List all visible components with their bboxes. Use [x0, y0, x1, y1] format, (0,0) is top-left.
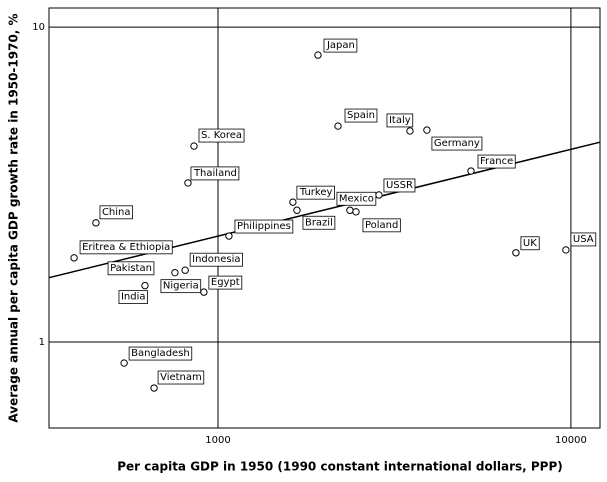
point-label: France: [480, 156, 513, 167]
point: [346, 206, 354, 214]
point: [171, 268, 179, 277]
label-box: [118, 290, 148, 305]
point: [150, 384, 158, 392]
point: [200, 288, 208, 296]
label-box: [323, 38, 358, 53]
label-box: [362, 218, 401, 233]
point: [225, 232, 233, 240]
x-axis-title: Per capita GDP in 1950 (1990 constant in…: [117, 460, 562, 474]
label-box: [344, 108, 378, 123]
label-box: [570, 232, 597, 247]
point-label: Bangladesh: [131, 348, 190, 359]
point-label: USA: [573, 234, 594, 245]
point-label: Japan: [326, 40, 355, 51]
point: [120, 359, 128, 367]
point: [141, 281, 149, 290]
label-box: [208, 275, 243, 290]
point-label: Spain: [347, 110, 375, 121]
point-label: Indonesia: [192, 254, 240, 265]
x-tick-label: 10000: [555, 435, 587, 446]
point: [352, 208, 360, 216]
point: [467, 167, 475, 175]
y-tick-label: 1: [39, 337, 45, 348]
label-box: [386, 113, 414, 128]
point-label: India: [121, 292, 146, 303]
point-label: Italy: [389, 115, 411, 126]
point-label: Turkey: [299, 187, 333, 198]
label-box: [79, 240, 173, 255]
point-label: S. Korea: [201, 130, 242, 141]
point-label: Philippines: [237, 221, 291, 232]
point: [375, 191, 383, 199]
x-tick-label: 1000: [205, 435, 230, 446]
label-box: [157, 370, 205, 385]
label-box: [198, 128, 245, 143]
point: [181, 266, 189, 274]
point: [562, 246, 570, 254]
point-label: Nigeria: [163, 281, 199, 292]
point: [512, 249, 520, 257]
label-box: [99, 205, 133, 220]
point-label: USSR: [386, 180, 413, 191]
point-label: Egypt: [211, 277, 240, 288]
point-label: Poland: [365, 220, 398, 231]
point-label: Thailand: [193, 168, 237, 179]
y-tick-label: 10: [32, 22, 45, 33]
point-label: Mexico: [339, 193, 374, 204]
point: [70, 254, 78, 262]
point-label: Eritrea & Ethiopia: [82, 242, 170, 253]
label-box: [160, 279, 202, 294]
label-box: [296, 185, 335, 200]
label-box: [520, 236, 540, 251]
label-box: [234, 219, 294, 234]
point-label: UK: [523, 238, 537, 249]
y-axis-title: Average annual per capita GDP growth rat…: [7, 13, 21, 422]
point: [334, 122, 342, 130]
point-label: Brazil: [305, 217, 333, 228]
label-box: [336, 191, 377, 206]
point: [184, 179, 192, 187]
label-box: [383, 178, 416, 193]
point: [92, 219, 100, 227]
label-box: [477, 154, 516, 169]
point: [293, 206, 301, 214]
point: [314, 51, 322, 59]
label-box: [128, 346, 193, 361]
point: [190, 142, 198, 150]
point-label: Pakistan: [110, 263, 152, 274]
label-box: [431, 136, 483, 151]
point-label: Vietnam: [160, 372, 202, 383]
label-box: [189, 252, 243, 267]
label-box: [190, 166, 240, 181]
point: [406, 127, 414, 135]
label-box: [302, 215, 336, 230]
point: [423, 126, 431, 134]
label-box: [107, 261, 155, 276]
point-label: Germany: [434, 138, 480, 149]
point: [289, 198, 297, 206]
point-label: China: [102, 207, 131, 218]
